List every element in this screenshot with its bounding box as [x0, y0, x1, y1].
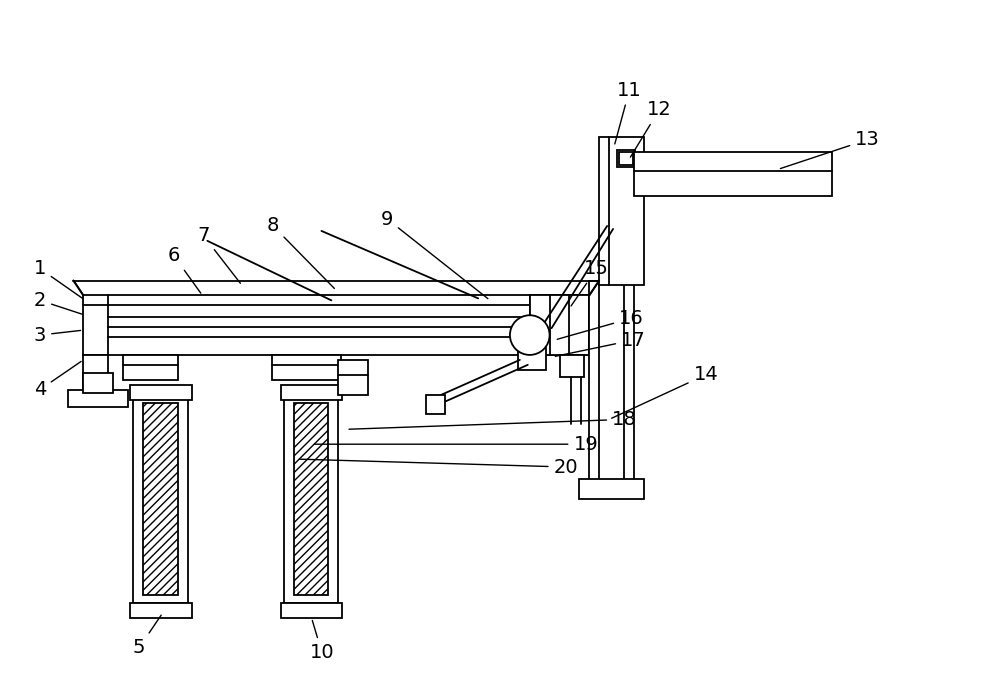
Text: 15: 15: [571, 259, 609, 306]
Bar: [68, 390, 128, 408]
Bar: [123, 355, 178, 380]
Text: 16: 16: [557, 309, 644, 339]
Text: 3: 3: [34, 325, 81, 345]
Text: 9: 9: [381, 209, 488, 299]
Bar: [634, 151, 832, 196]
Bar: [281, 385, 342, 399]
Text: 13: 13: [780, 130, 880, 169]
Circle shape: [510, 315, 550, 355]
Text: 10: 10: [310, 621, 334, 662]
Bar: [589, 301, 619, 350]
Bar: [338, 360, 368, 395]
Bar: [143, 403, 178, 595]
Text: 17: 17: [555, 330, 646, 357]
Text: 2: 2: [34, 291, 83, 314]
Bar: [294, 403, 328, 595]
Bar: [133, 395, 188, 603]
Text: 7: 7: [197, 227, 240, 283]
Bar: [284, 395, 338, 603]
Bar: [619, 151, 633, 165]
Bar: [130, 603, 192, 618]
Text: 20: 20: [299, 457, 578, 477]
Bar: [130, 385, 192, 399]
Text: 19: 19: [314, 435, 598, 454]
Bar: [83, 355, 108, 395]
Bar: [426, 395, 445, 415]
Bar: [530, 296, 589, 355]
Bar: [83, 296, 589, 355]
Text: 5: 5: [133, 615, 161, 657]
Bar: [599, 137, 644, 285]
Text: 1: 1: [34, 259, 83, 299]
Bar: [560, 355, 584, 377]
Bar: [579, 479, 644, 499]
Text: 14: 14: [612, 366, 718, 418]
Bar: [281, 603, 342, 618]
Text: 12: 12: [630, 100, 672, 157]
Text: 6: 6: [168, 246, 201, 293]
Bar: [272, 355, 341, 380]
Bar: [617, 149, 635, 167]
Text: 18: 18: [349, 410, 637, 429]
Bar: [518, 348, 546, 370]
Text: 4: 4: [34, 361, 81, 399]
Text: 11: 11: [615, 81, 642, 144]
Bar: [589, 281, 634, 489]
Text: 8: 8: [267, 216, 334, 288]
Bar: [83, 372, 113, 392]
